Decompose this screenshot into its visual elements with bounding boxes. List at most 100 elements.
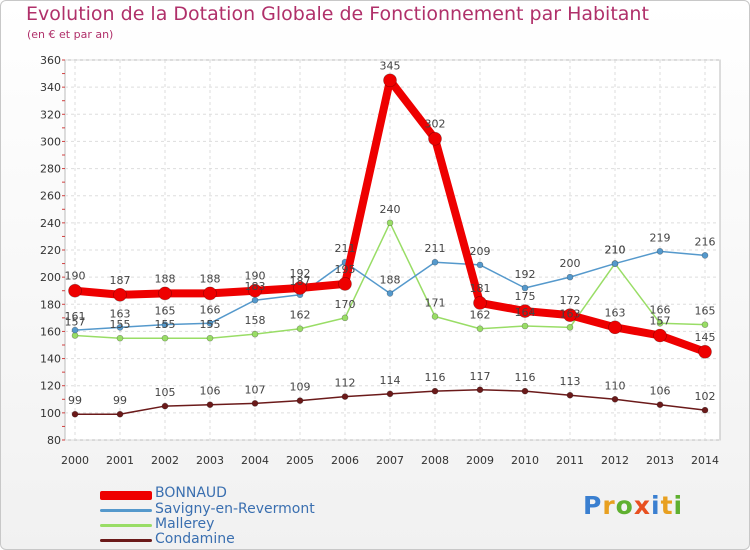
y-tick-label: 200 — [40, 271, 61, 284]
data-point-savigny-en-revermont — [701, 252, 709, 259]
data-point-bonnaud — [68, 283, 82, 298]
data-point-bonnaud — [563, 308, 577, 322]
data-point-condamine — [656, 401, 664, 409]
logo-letter: P — [583, 491, 603, 520]
data-point-bonnaud — [698, 344, 712, 359]
data-label-mallerey: 155 — [110, 318, 131, 331]
data-point-savigny-en-revermont — [611, 260, 619, 267]
legend-swatch-savigny — [100, 509, 152, 512]
data-point-mallerey — [341, 314, 349, 322]
data-label-mallerey: 166 — [650, 303, 671, 316]
data-label-bonnaud: 175 — [515, 290, 536, 303]
data-label-mallerey: 155 — [155, 318, 176, 331]
x-tick-label: 2010 — [511, 454, 539, 467]
data-label-mallerey: 165 — [695, 305, 716, 318]
y-tick-label: 340 — [40, 81, 61, 94]
x-tick-label: 2005 — [286, 454, 314, 467]
y-tick-label: 240 — [40, 217, 61, 230]
data-label-bonnaud: 157 — [650, 315, 671, 328]
data-point-mallerey — [296, 325, 304, 333]
x-tick-label: 2013 — [646, 454, 674, 467]
data-label-bonnaud: 345 — [380, 59, 401, 72]
data-point-mallerey — [116, 334, 124, 342]
data-label-savigny-en-revermont: 219 — [650, 231, 671, 244]
x-tick-label: 2011 — [556, 454, 584, 467]
data-point-mallerey — [431, 313, 439, 320]
data-label-bonnaud: 190 — [245, 270, 266, 283]
logo-letter: t — [660, 491, 674, 520]
data-label-savigny-en-revermont: 163 — [110, 307, 131, 320]
legend-label-mallerey: Mallerey — [155, 516, 215, 532]
logo-letter: i — [673, 491, 684, 520]
x-tick-label: 2004 — [241, 454, 269, 467]
data-point-bonnaud — [158, 286, 172, 301]
y-tick-label: 320 — [40, 108, 61, 121]
data-point-savigny-en-revermont — [656, 248, 664, 255]
data-label-condamine: 117 — [470, 370, 491, 383]
chart-title: Evolution de la Dotation Globale de Fonc… — [26, 3, 649, 25]
data-label-condamine: 105 — [155, 386, 176, 399]
data-label-condamine: 116 — [425, 371, 446, 384]
x-tick-label: 2008 — [421, 454, 449, 467]
data-label-bonnaud: 187 — [110, 274, 131, 287]
legend-swatch-mallerey — [100, 524, 152, 527]
y-tick-label: 300 — [40, 135, 61, 148]
data-label-condamine: 112 — [335, 377, 356, 390]
data-point-bonnaud — [608, 320, 622, 335]
y-tick-label: 160 — [40, 325, 61, 338]
y-tick-label: 180 — [40, 298, 61, 311]
y-tick-label: 120 — [40, 380, 61, 393]
data-point-mallerey — [656, 319, 664, 327]
data-point-mallerey — [161, 334, 169, 342]
data-point-condamine — [476, 386, 484, 394]
data-label-condamine: 109 — [290, 381, 311, 394]
y-tick-label: 220 — [40, 244, 61, 257]
data-label-savigny-en-revermont: 200 — [560, 257, 581, 270]
data-label-bonnaud: 172 — [560, 294, 581, 307]
data-label-bonnaud: 192 — [290, 267, 311, 280]
data-point-mallerey — [386, 219, 394, 227]
data-label-savigny-en-revermont: 166 — [200, 303, 221, 316]
data-label-savigny-en-revermont: 211 — [335, 242, 356, 255]
data-point-mallerey — [521, 322, 529, 330]
logo-letter: i — [651, 491, 661, 520]
data-point-condamine — [116, 410, 124, 418]
data-point-mallerey — [71, 332, 79, 339]
logo-letter: r — [602, 491, 616, 520]
data-point-savigny-en-revermont — [71, 326, 79, 334]
data-label-bonnaud: 188 — [155, 272, 176, 285]
logo-letter: o — [615, 491, 634, 520]
data-point-bonnaud — [248, 283, 262, 298]
data-point-bonnaud — [473, 296, 487, 310]
legend-label-bonnaud: BONNAUD — [155, 485, 227, 501]
data-label-savigny-en-revermont: 209 — [470, 245, 491, 258]
data-label-savigny-en-revermont: 211 — [425, 242, 446, 255]
data-point-savigny-en-revermont — [386, 290, 394, 297]
data-point-condamine — [521, 387, 529, 395]
data-point-condamine — [341, 393, 349, 400]
data-point-mallerey — [251, 330, 259, 338]
x-tick-label: 2003 — [196, 454, 224, 467]
data-point-bonnaud — [383, 73, 397, 88]
data-point-condamine — [71, 410, 79, 418]
data-label-savigny-en-revermont: 183 — [245, 280, 266, 293]
data-point-savigny-en-revermont — [206, 319, 214, 327]
y-tick-label: 260 — [40, 190, 61, 203]
data-label-mallerey: 162 — [290, 309, 311, 322]
data-point-condamine — [251, 400, 259, 407]
data-label-savigny-en-revermont: 187 — [290, 275, 311, 288]
data-label-savigny-en-revermont: 161 — [65, 310, 86, 323]
data-label-condamine: 107 — [245, 383, 266, 396]
legend-label-savigny: Savigny-en-Revermont — [155, 501, 315, 517]
data-point-savigny-en-revermont — [251, 296, 259, 304]
x-tick-label: 2001 — [106, 454, 134, 467]
data-label-savigny-en-revermont: 216 — [695, 235, 716, 248]
x-tick-label: 2014 — [691, 454, 719, 467]
data-label-condamine: 110 — [605, 379, 626, 392]
data-point-condamine — [431, 387, 439, 395]
data-label-mallerey: 164 — [515, 306, 536, 319]
data-label-mallerey: 155 — [200, 318, 221, 331]
x-tick-label: 2009 — [466, 454, 494, 467]
data-label-bonnaud: 181 — [470, 282, 491, 295]
